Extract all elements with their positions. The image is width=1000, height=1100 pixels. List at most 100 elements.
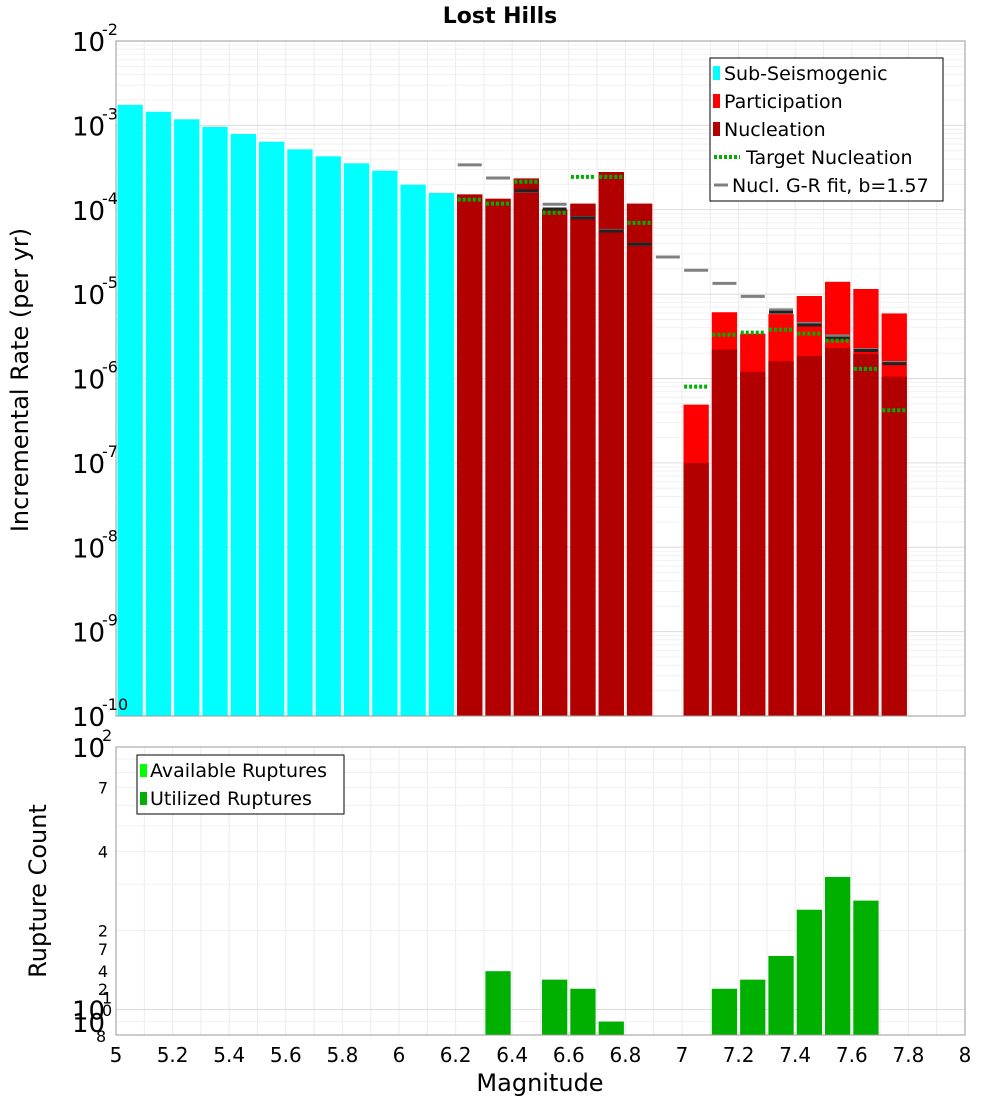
count-plot-frame [115, 746, 966, 1036]
count-bars [485, 876, 879, 1035]
bar-sub-seismogenic [230, 134, 256, 717]
count-y-minor-label: 2 [98, 980, 108, 999]
bar-nucleation [740, 371, 766, 716]
count-legend-box [136, 754, 345, 815]
legend-label-nucleation: Nucleation [724, 119, 826, 141]
count-y-minor-label: 7 [98, 940, 108, 959]
count-y-minor-label: 4 [98, 842, 108, 861]
count-y-minor-label: 2 [98, 922, 108, 941]
rate-y-tick-exp: -7 [102, 442, 118, 461]
bar-nucleation [513, 178, 539, 716]
bar-sub-seismogenic [343, 163, 370, 717]
bar-sub-seismogenic [145, 111, 172, 716]
x-tick-label: 7.6 [836, 1043, 868, 1067]
rate-y-tick: 10-2 [72, 20, 118, 58]
count-y-tick-exp: 1 [102, 989, 112, 1008]
bar-utilized-ruptures [570, 988, 596, 1035]
bar-utilized-ruptures [825, 876, 851, 1035]
rate-y-tick-base: 10 [72, 112, 105, 142]
rate-y-tick-exp: -9 [102, 611, 118, 630]
chart-title: Lost Hills [443, 4, 558, 29]
x-axis-title: Magnitude [476, 1069, 603, 1097]
x-tick-label: 7 [676, 1043, 689, 1067]
bar-utilized-ruptures [542, 979, 568, 1035]
rate-y-tick: 10-10 [72, 695, 128, 733]
bar-utilized-ruptures [485, 971, 511, 1035]
legend-swatch-available [140, 764, 147, 777]
bar-utilized-ruptures [711, 988, 738, 1035]
x-tick-label: 6 [393, 1043, 406, 1067]
count-y-axis-title: Rupture Count [24, 804, 52, 978]
bar-sub-seismogenic [287, 149, 313, 716]
rate-legend: Sub-Seismogenic Participation Nucleation… [709, 57, 944, 202]
x-tick-label: 7.2 [723, 1043, 755, 1067]
bar-nucleation [457, 194, 483, 716]
x-tick-label: 5.4 [213, 1043, 245, 1067]
rate-y-tick-base: 10 [72, 450, 105, 480]
rate-y-tick: 10-8 [72, 526, 118, 564]
bar-sub-seismogenic [400, 184, 426, 716]
count-y-origin-eight: 8 [96, 1027, 106, 1046]
bar-nucleation [626, 203, 653, 717]
bar-nucleation [796, 355, 822, 716]
rate-y-tick: 10-7 [72, 442, 118, 480]
bar-utilized-ruptures [768, 955, 794, 1035]
legend-label-available: Available Ruptures [150, 760, 327, 782]
count-y-origin-exp: 0 [102, 1001, 112, 1020]
rate-bars [117, 104, 907, 717]
bar-sub-seismogenic [202, 126, 228, 717]
rate-y-tick-base: 10 [72, 703, 105, 733]
rate-y-tick-exp: -5 [102, 273, 118, 292]
bar-sub-seismogenic [428, 192, 455, 717]
bar-nucleation [598, 172, 624, 716]
rate-y-tick-exp: -8 [102, 526, 118, 545]
count-y-minor-label: 4 [98, 962, 108, 981]
rate-y-tick-exp: -10 [102, 695, 128, 714]
rate-y-tick-base: 10 [72, 619, 105, 649]
rate-y-tick-exp: -4 [102, 189, 118, 208]
legend-label-target-nucleation: Target Nucleation [745, 147, 913, 169]
legend-label-participation: Participation [724, 91, 843, 113]
bar-sub-seismogenic [174, 119, 200, 717]
x-tick-label: 6.4 [496, 1043, 528, 1067]
rate-y-tick-exp: -3 [102, 104, 118, 123]
x-tick-label: 5.6 [270, 1043, 302, 1067]
rate-y-tick-base: 10 [72, 366, 105, 396]
x-tick-label: 8 [959, 1043, 972, 1067]
rate-y-tick-base: 10 [72, 197, 105, 227]
bar-nucleation [485, 198, 511, 717]
bar-utilized-ruptures [853, 900, 879, 1035]
x-tick-label: 7.8 [892, 1043, 924, 1067]
rate-plot-frame [115, 40, 966, 717]
count-y-origin-base: 10 [72, 1009, 105, 1039]
x-tick-label: 5.8 [326, 1043, 358, 1067]
legend-swatch-sub-seismogenic [713, 66, 720, 80]
bar-nucleation [853, 354, 879, 716]
legend-swatch-utilized [140, 792, 147, 805]
count-y-tick: 102 [72, 726, 112, 764]
rate-y-tick: 10-9 [72, 611, 118, 649]
rate-y-tick: 10-3 [72, 104, 118, 142]
x-tick-label: 6.6 [553, 1043, 585, 1067]
rate-y-tick: 10-5 [72, 273, 118, 311]
rate-y-tick-exp: -2 [102, 20, 118, 39]
count-y-tick: 101 [72, 989, 112, 1027]
bar-utilized-ruptures [598, 1021, 624, 1035]
legend-label-utilized: Utilized Ruptures [150, 788, 312, 810]
count-y-origin-label: 100 8 [72, 1001, 112, 1046]
bar-nucleation [768, 361, 794, 716]
count-x-ticks: 5 5.2 5.4 5.6 5.8 6 6.2 6.4 6.6 6.8 7 7.2 7.4 7.6 7.8 8 [110, 1043, 972, 1067]
legend-label-gr-fit: Nucl. G-R fit, b=1.57 [732, 175, 929, 197]
count-y-tick-base: 10 [72, 734, 105, 764]
bar-utilized-ruptures [740, 979, 766, 1035]
count-y-tick-exp: 2 [102, 726, 112, 745]
bar-nucleation [542, 209, 568, 716]
bar-sub-seismogenic [372, 170, 398, 716]
legend-swatch-nucleation [713, 122, 720, 136]
bar-sub-seismogenic [117, 104, 143, 717]
bar-nucleation [570, 203, 596, 717]
rate-markers [457, 163, 907, 413]
